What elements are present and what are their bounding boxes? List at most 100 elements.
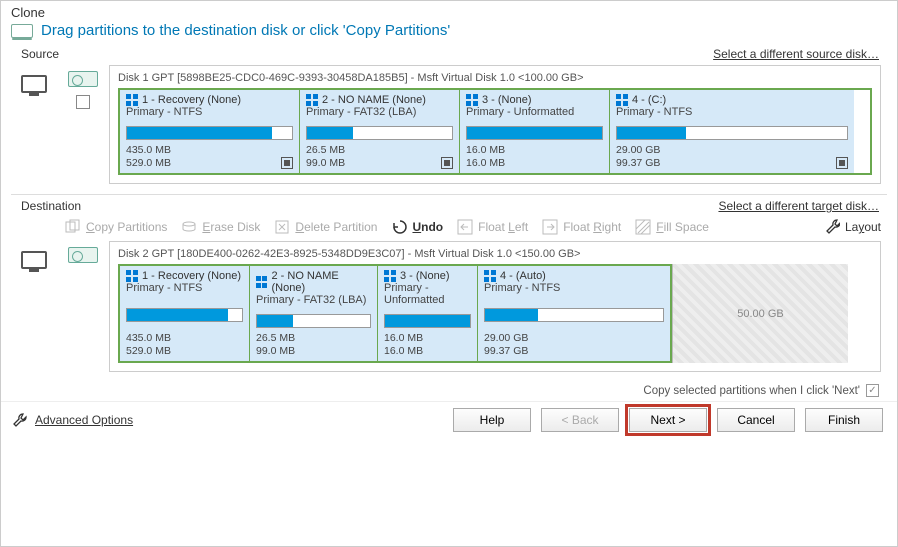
usage-bar bbox=[256, 314, 371, 328]
fill-label: Fill Space bbox=[656, 220, 709, 234]
stop-icon bbox=[836, 157, 848, 169]
finish-button[interactable]: Finish bbox=[805, 408, 883, 432]
windows-icon bbox=[256, 276, 267, 288]
copy-on-next-checkbox[interactable]: ✓ bbox=[866, 384, 879, 397]
advanced-options-link[interactable]: Advanced Options bbox=[35, 413, 133, 427]
wrench-icon bbox=[824, 219, 840, 235]
partition[interactable]: 2 - NO NAME (None) Primary - FAT32 (LBA)… bbox=[250, 266, 378, 361]
partition[interactable]: 3 - (None) Primary - Unformatted 16.0 MB… bbox=[378, 266, 478, 361]
select-target-disk-link[interactable]: Select a different target disk… bbox=[718, 199, 879, 213]
partition-title: 2 - NO NAME (None) bbox=[322, 94, 426, 106]
partition-title: 1 - Recovery (None) bbox=[142, 94, 241, 106]
undo-icon bbox=[391, 219, 407, 235]
fill-icon bbox=[635, 219, 651, 235]
windows-icon bbox=[484, 270, 496, 282]
destination-toolbar: Copy Partitions Erase Disk Delete Partit… bbox=[1, 217, 897, 239]
disk-icon bbox=[11, 24, 33, 38]
partition-subtitle: Primary - NTFS bbox=[126, 106, 293, 118]
destination-label: Destination bbox=[11, 197, 91, 215]
partition-subtitle: Primary - NTFS bbox=[126, 282, 243, 294]
free-space-region[interactable]: 50.00 GB bbox=[672, 264, 848, 363]
partition-sizes: 26.5 MB99.0 MB bbox=[256, 332, 295, 357]
float-right-label: Float Right bbox=[563, 220, 621, 234]
partition[interactable]: 1 - Recovery (None) Primary - NTFS 435.0… bbox=[120, 266, 250, 361]
windows-icon bbox=[126, 270, 138, 282]
help-button[interactable]: Help bbox=[453, 408, 531, 432]
fill-space-button[interactable]: Fill Space bbox=[635, 219, 709, 235]
partition-title: 1 - Recovery (None) bbox=[142, 270, 241, 282]
source-partitions-row: 1 - Recovery (None) Primary - NTFS 435.0… bbox=[118, 88, 872, 175]
partition-subtitle: Primary - FAT32 (LBA) bbox=[256, 294, 371, 306]
partition[interactable]: 3 - (None) Primary - Unformatted 16.0 MB… bbox=[460, 90, 610, 173]
partition[interactable]: 4 - (Auto) Primary - NTFS 29.00 GB99.37 … bbox=[478, 266, 670, 361]
monitor-icon bbox=[21, 251, 47, 269]
windows-icon bbox=[616, 94, 628, 106]
usage-bar bbox=[466, 126, 603, 140]
partition-subtitle: Primary - NTFS bbox=[616, 106, 848, 118]
source-label: Source bbox=[11, 45, 69, 63]
delete-icon bbox=[274, 219, 290, 235]
partition-sizes: 29.00 GB99.37 GB bbox=[484, 332, 528, 357]
destination-partitions-row: 1 - Recovery (None) Primary - NTFS 435.0… bbox=[118, 264, 672, 363]
delete-partition-button[interactable]: Delete Partition bbox=[274, 219, 377, 235]
usage-bar bbox=[126, 308, 243, 322]
partition-sizes: 435.0 MB529.0 MB bbox=[126, 144, 171, 169]
copy-partitions-button[interactable]: Copy Partitions bbox=[65, 219, 167, 235]
destination-disk-box: Disk 2 GPT [180DE400-0262-42E3-8925-5348… bbox=[109, 241, 881, 372]
select-source-disk-link[interactable]: Select a different source disk… bbox=[713, 47, 879, 61]
partition-subtitle: Primary - NTFS bbox=[484, 282, 664, 294]
free-space-label: 50.00 GB bbox=[737, 308, 783, 320]
undo-button[interactable]: Undo bbox=[391, 219, 443, 235]
float-left-button[interactable]: Float Left bbox=[457, 219, 528, 235]
stop-icon bbox=[281, 157, 293, 169]
layout-label: Layout bbox=[845, 220, 881, 234]
windows-icon bbox=[466, 94, 478, 106]
stop-icon bbox=[441, 157, 453, 169]
partition[interactable]: 4 - (C:) Primary - NTFS 29.00 GB99.37 GB bbox=[610, 90, 854, 173]
cancel-button[interactable]: Cancel bbox=[717, 408, 795, 432]
monitor-icon bbox=[21, 75, 47, 93]
usage-bar bbox=[616, 126, 848, 140]
partition-title: 4 - (C:) bbox=[632, 94, 666, 106]
windows-icon bbox=[306, 94, 318, 106]
partition-sizes: 26.5 MB99.0 MB bbox=[306, 144, 345, 169]
partition-title: 3 - (None) bbox=[482, 94, 532, 106]
usage-bar bbox=[306, 126, 453, 140]
float-right-button[interactable]: Float Right bbox=[542, 219, 621, 235]
partition-sizes: 435.0 MB529.0 MB bbox=[126, 332, 171, 357]
layout-button[interactable]: Layout bbox=[824, 219, 881, 235]
partition-title: 2 - NO NAME (None) bbox=[271, 270, 371, 294]
usage-bar bbox=[126, 126, 293, 140]
partition-title: 4 - (Auto) bbox=[500, 270, 546, 282]
hdd-icon bbox=[68, 247, 98, 263]
partition-sizes: 29.00 GB99.37 GB bbox=[616, 144, 660, 169]
float-left-label: Float Left bbox=[478, 220, 528, 234]
copy-on-next-label: Copy selected partitions when I click 'N… bbox=[643, 385, 860, 397]
windows-icon bbox=[384, 270, 396, 282]
float-left-icon bbox=[457, 219, 473, 235]
next-button[interactable]: Next > bbox=[629, 408, 707, 432]
erase-disk-button[interactable]: Erase Disk bbox=[181, 219, 260, 235]
usage-bar bbox=[484, 308, 664, 322]
wrench-icon bbox=[11, 411, 29, 429]
partition-subtitle: Primary - Unformatted bbox=[466, 106, 603, 118]
destination-disk-header: Disk 2 GPT [180DE400-0262-42E3-8925-5348… bbox=[118, 248, 872, 260]
copy-label: Copy Partitions bbox=[86, 220, 167, 234]
windows-icon bbox=[126, 94, 138, 106]
partition-subtitle: Primary - FAT32 (LBA) bbox=[306, 106, 453, 118]
undo-label: Undo bbox=[412, 220, 443, 234]
partition[interactable]: 2 - NO NAME (None) Primary - FAT32 (LBA)… bbox=[300, 90, 460, 173]
float-right-icon bbox=[542, 219, 558, 235]
copy-icon bbox=[65, 219, 81, 235]
partition[interactable]: 1 - Recovery (None) Primary - NTFS 435.0… bbox=[120, 90, 300, 173]
instruction-text: Drag partitions to the destination disk … bbox=[41, 22, 450, 39]
select-disk-checkbox[interactable] bbox=[76, 95, 90, 109]
source-disk-box: Disk 1 GPT [5898BE25-CDC0-469C-9393-3045… bbox=[109, 65, 881, 184]
partition-sizes: 16.0 MB16.0 MB bbox=[384, 332, 423, 357]
partition-subtitle: Primary - Unformatted bbox=[384, 282, 471, 306]
window-title: Clone bbox=[11, 5, 887, 20]
back-button[interactable]: < Back bbox=[541, 408, 619, 432]
partition-sizes: 16.0 MB16.0 MB bbox=[466, 144, 505, 169]
usage-bar bbox=[384, 314, 471, 328]
delete-label: Delete Partition bbox=[295, 220, 377, 234]
